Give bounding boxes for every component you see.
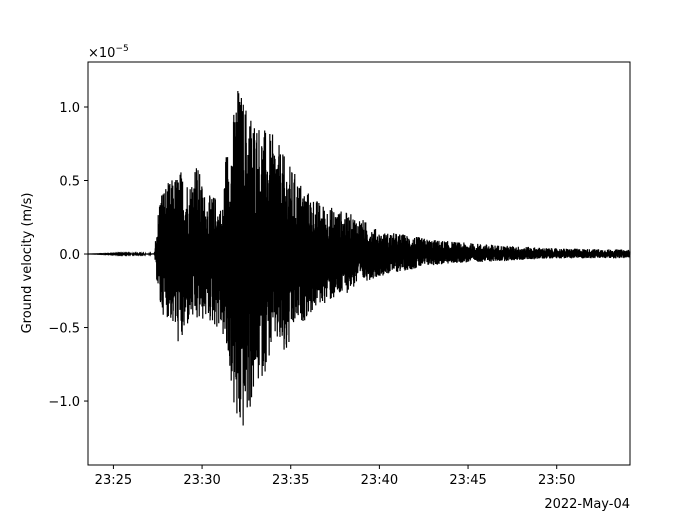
y-tick-label: −1.0: [48, 395, 80, 410]
y-axis-label: Ground velocity (m/s): [20, 193, 35, 334]
y-tick-label: 1.0: [59, 101, 80, 116]
x-tick-label: 23:35: [272, 473, 309, 488]
y-axis: 1.0 0.5 0.0 −0.5 −1.0: [48, 101, 88, 410]
x-axis: 23:25 23:30 23:35 23:40 23:45 23:50: [95, 465, 575, 488]
x-tick-label: 23:30: [183, 473, 220, 488]
y-offset-base: ×10: [88, 46, 115, 61]
x-tick-label: 23:50: [538, 473, 575, 488]
x-tick-label: 23:40: [361, 473, 398, 488]
axes-frame: [87, 61, 631, 466]
plot-area: [88, 90, 631, 426]
y-offset-exponent: −5: [115, 44, 128, 54]
y-tick-label: 0.0: [59, 248, 80, 263]
x-date-label: 2022-May-04: [544, 497, 630, 512]
x-tick-label: 23:45: [449, 473, 486, 488]
x-tick-label: 23:25: [95, 473, 132, 488]
y-tick-label: −0.5: [48, 322, 80, 337]
y-offset-label: ×10−5: [88, 44, 129, 61]
waveform-trace: [88, 90, 631, 426]
y-tick-label: 0.5: [59, 175, 80, 190]
